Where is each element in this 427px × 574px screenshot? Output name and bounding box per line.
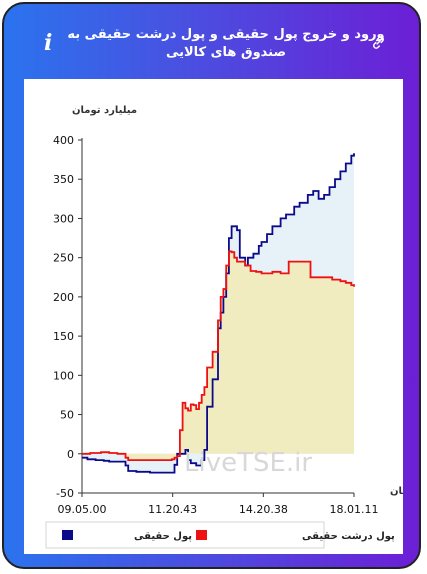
y-tick-label: 350 [53, 173, 74, 186]
y-tick-label: 200 [53, 291, 74, 304]
chart-svg: -50 0 50 100 150 200 250 300 350 400 09.05.00 11.20… [45, 105, 403, 549]
y-tick-label: 50 [60, 409, 74, 422]
legend-label-big-real-money: پول درشت حقیقی [302, 531, 395, 542]
chart-title: ورود و خروج پول حقیقی و پول درشت حقیقی ب… [67, 27, 385, 60]
x-tick-label: 18.01.11 [330, 503, 379, 516]
y-tick-label: 100 [53, 369, 74, 382]
info-icon[interactable]: i [44, 30, 53, 56]
y-tick-label: 0 [67, 448, 74, 461]
x-tick-label: 09.05.00 [58, 503, 107, 516]
line-real-money [82, 153, 355, 474]
x-tick-label: 14.20.38 [239, 503, 288, 516]
line-big-real-money [82, 250, 355, 461]
chart-card: ورود و خروج پول حقیقی و پول درشت حقیقی ب… [2, 2, 421, 569]
y-axis-label: میلیارد تومان [72, 105, 137, 116]
y-tick-label: 400 [53, 134, 74, 147]
legend-swatch-real-money [62, 530, 73, 540]
y-tick-label: 250 [53, 252, 74, 265]
watermark: LiveTSE.ir [184, 448, 312, 478]
x-tick-label: 11.20.43 [148, 503, 197, 516]
link-icon[interactable] [371, 35, 386, 54]
x-axis-label: زمان [390, 486, 403, 497]
y-tick-label: 300 [53, 212, 74, 225]
legend-label-real-money: پول حقیقی [134, 531, 192, 542]
chart-panel: -50 0 50 100 150 200 250 300 350 400 09.05.00 11.20… [24, 79, 403, 554]
legend: پول حقیقی پول درشت حقیقی [45, 521, 395, 549]
legend-swatch-big-real-money [196, 530, 207, 540]
y-tick-label: 150 [53, 330, 74, 343]
y-tick-label: -50 [56, 487, 74, 500]
